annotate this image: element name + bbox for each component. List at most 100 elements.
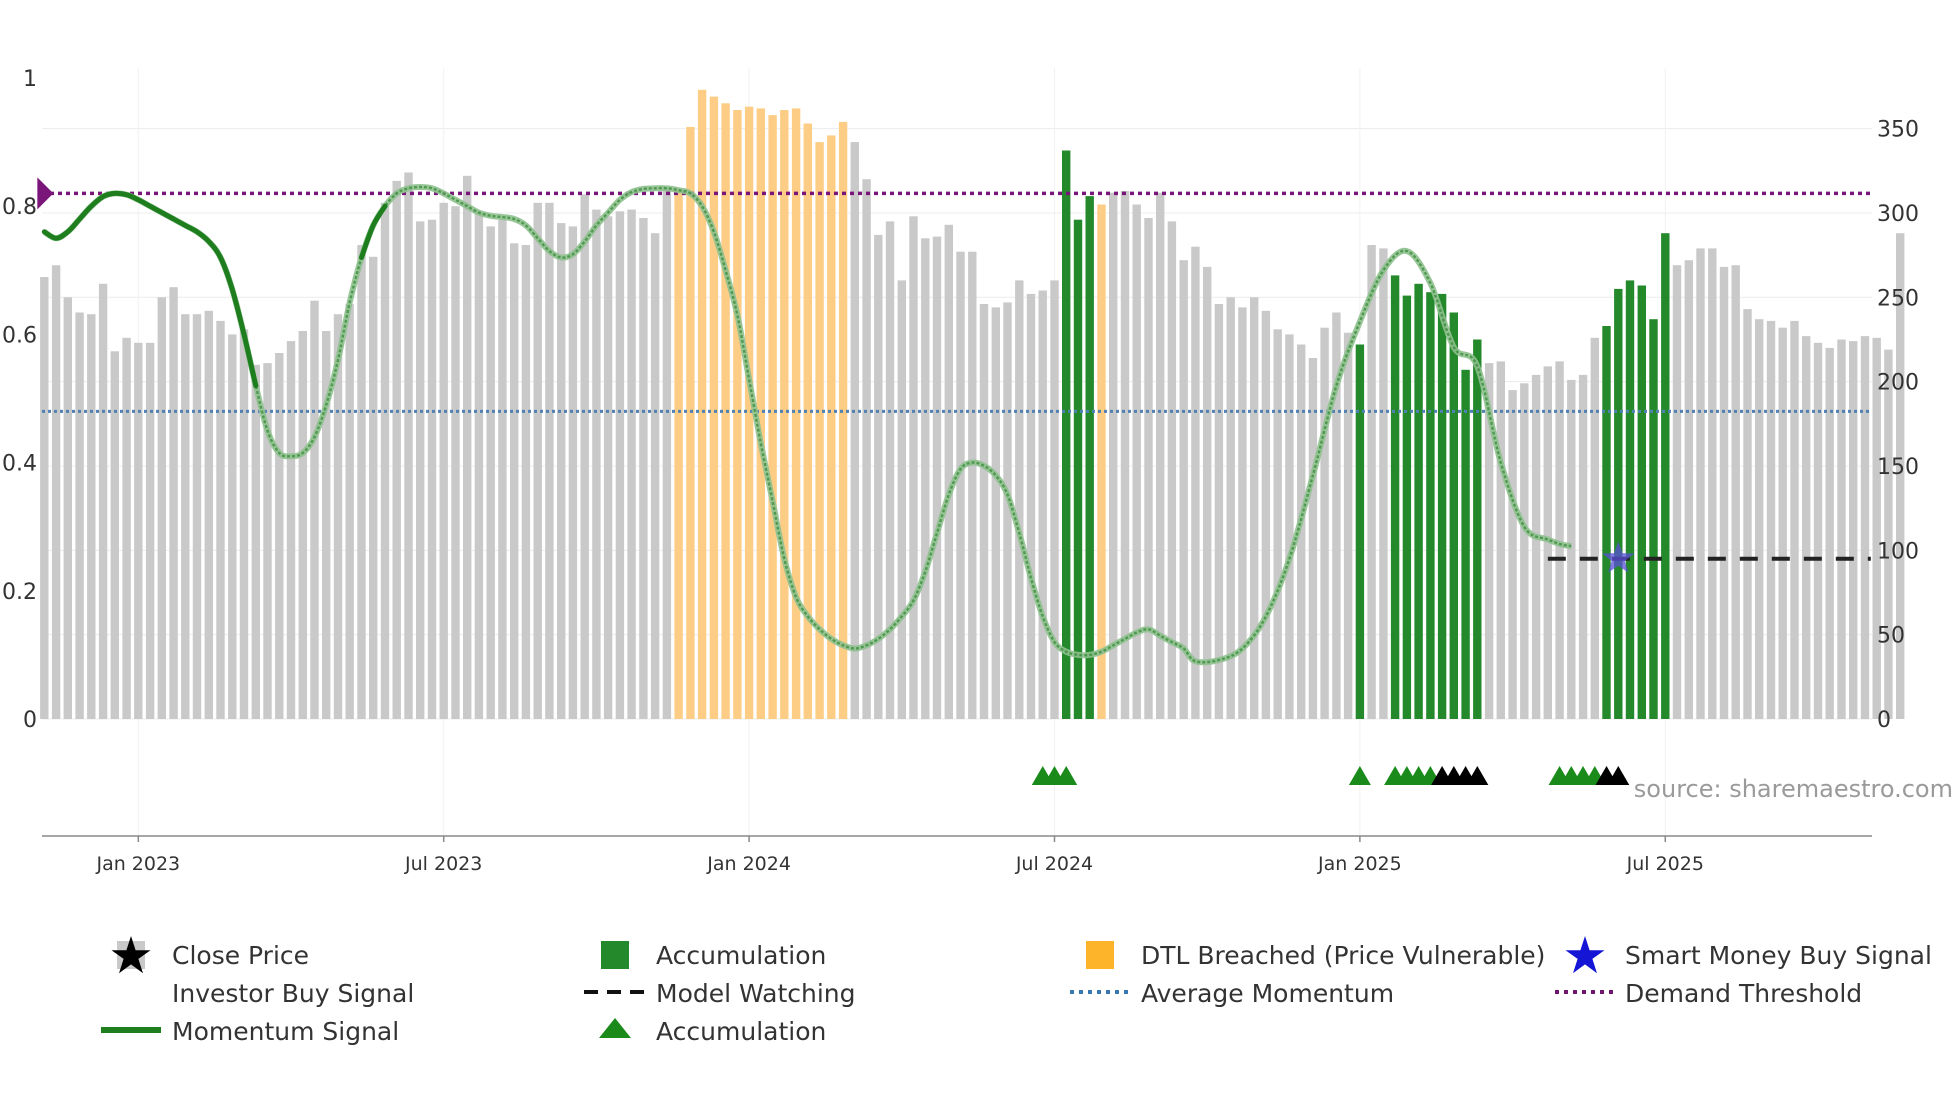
x-axis-ticks: Jan 2023 Jul 2023 Jan 2024 Jul 2024 Jan 2025… bbox=[95, 836, 1704, 875]
price-bar-neutral bbox=[298, 331, 307, 719]
price-bar-dtl bbox=[744, 106, 754, 719]
price-bar-accumulation bbox=[1614, 288, 1623, 719]
price-bar-neutral bbox=[1696, 248, 1705, 719]
price-bar-neutral bbox=[1520, 383, 1529, 719]
right-axis-tick-label: 150 bbox=[1877, 455, 1919, 480]
legend-demand-threshold-label: Demand Threshold bbox=[1625, 979, 1862, 1008]
price-bar-accumulation bbox=[1661, 233, 1670, 719]
x-axis-tick-label: Jul 2024 bbox=[1015, 853, 1093, 875]
price-bar-neutral bbox=[333, 314, 343, 719]
left-axis-tick-label: 1 bbox=[23, 67, 37, 92]
price-bar-neutral bbox=[1214, 304, 1224, 719]
price-bar-neutral bbox=[392, 180, 401, 719]
price-bar-neutral bbox=[979, 304, 989, 719]
x-axis-tick-label: Jul 2025 bbox=[1626, 853, 1704, 875]
price-bar-neutral bbox=[239, 329, 249, 719]
price-bar-neutral bbox=[968, 251, 977, 719]
legend: Close Price Investor Buy Signal Momentum… bbox=[101, 936, 1932, 1046]
x-axis-tick-label: Jul 2023 bbox=[404, 853, 482, 875]
price-bar-neutral bbox=[204, 310, 213, 719]
legend-dtl-label: DTL Breached (Price Vulnerable) bbox=[1141, 941, 1545, 970]
legend-close-price-label: Close Price bbox=[172, 941, 309, 970]
price-bar-neutral bbox=[1367, 245, 1376, 719]
price-bar-neutral bbox=[1238, 307, 1247, 719]
price-bar-neutral bbox=[921, 238, 930, 720]
price-bar-neutral bbox=[932, 236, 942, 719]
price-bar-neutral bbox=[404, 172, 413, 719]
price-bar-neutral bbox=[627, 209, 636, 719]
price-bar-neutral bbox=[603, 216, 613, 720]
left-axis-ticks: 0 0.2 0.4 0.6 0.8 1 bbox=[2, 67, 37, 733]
right-axis-tick-label: 50 bbox=[1877, 624, 1905, 649]
demand-threshold-marker bbox=[37, 177, 54, 210]
legend-dtl-swatch bbox=[1086, 941, 1114, 969]
price-bar-neutral bbox=[1332, 312, 1341, 719]
price-bar-neutral bbox=[1226, 297, 1235, 719]
price-bar-neutral bbox=[521, 245, 531, 719]
price-bar-neutral bbox=[1343, 332, 1353, 719]
price-bar-neutral bbox=[662, 187, 672, 720]
price-bar-neutral bbox=[897, 280, 906, 719]
price-bar-neutral bbox=[357, 245, 366, 719]
price-bar-accumulation bbox=[1085, 196, 1094, 720]
price-bar-neutral bbox=[1167, 221, 1177, 719]
price-bar-neutral bbox=[369, 256, 378, 719]
price-bar-neutral bbox=[1191, 246, 1200, 719]
price-bar-accumulation bbox=[1402, 295, 1412, 719]
price-bar-dtl bbox=[709, 96, 719, 720]
legend-accumulation-marker-label: Accumulation bbox=[656, 1017, 826, 1046]
price-bar-dtl bbox=[721, 103, 730, 720]
price-bar-dtl bbox=[686, 126, 695, 719]
price-bar-neutral bbox=[1003, 302, 1012, 719]
legend-accumulation-swatch bbox=[601, 941, 629, 969]
left-axis-tick-label: 0.4 bbox=[2, 452, 37, 477]
x-axis-tick-label: Jan 2024 bbox=[706, 853, 791, 875]
price-bar-neutral bbox=[1684, 260, 1693, 719]
price-bar-neutral bbox=[451, 206, 460, 719]
price-bar-neutral bbox=[557, 223, 566, 719]
price-bar-neutral bbox=[145, 342, 155, 719]
price-bar-accumulation bbox=[1073, 219, 1083, 719]
left-axis-tick-label: 0.2 bbox=[2, 580, 37, 605]
price-bar-neutral bbox=[956, 251, 965, 719]
price-bar-neutral bbox=[380, 202, 390, 720]
price-bar-neutral bbox=[1144, 218, 1153, 719]
right-axis-tick-label: 0 bbox=[1877, 708, 1891, 733]
price-bar-neutral bbox=[275, 353, 284, 719]
price-bar-neutral bbox=[1273, 329, 1282, 719]
price-bar-neutral bbox=[533, 202, 542, 720]
accumulation-triangle bbox=[1348, 766, 1371, 785]
signal-markers bbox=[37, 177, 1635, 785]
right-axis-tick-label: 200 bbox=[1877, 371, 1919, 396]
right-axis-ticks: 0 50 100 150 200 250 300 350 bbox=[1877, 118, 1919, 733]
price-bar-dtl bbox=[733, 110, 742, 719]
x-axis-tick-label: Jan 2025 bbox=[1317, 853, 1402, 875]
price-bar-neutral bbox=[1778, 327, 1787, 719]
price-bar-neutral bbox=[1050, 280, 1059, 719]
momentum-signal-line bbox=[42, 184, 1572, 666]
price-bar-neutral bbox=[75, 312, 84, 719]
price-bar-neutral bbox=[181, 314, 190, 719]
price-bar-neutral bbox=[850, 142, 859, 720]
price-bar-dtl bbox=[780, 110, 789, 719]
legend-momentum-label: Momentum Signal bbox=[172, 1017, 399, 1046]
price-bar-neutral bbox=[1860, 336, 1870, 719]
price-bar-neutral bbox=[427, 219, 437, 719]
legend-investor-buy-star-icon bbox=[111, 936, 151, 974]
smart-money-star bbox=[1602, 541, 1635, 573]
price-bar-neutral bbox=[286, 341, 296, 719]
price-bar-neutral bbox=[1672, 265, 1682, 719]
price-bar-neutral bbox=[98, 283, 108, 719]
price-bar-neutral bbox=[134, 342, 143, 719]
legend-average-momentum-label: Average Momentum bbox=[1141, 979, 1394, 1008]
price-bar-neutral bbox=[463, 175, 472, 720]
price-bar-dtl bbox=[1097, 204, 1106, 719]
price-bar-neutral bbox=[1896, 233, 1905, 719]
investor-buy-triangle bbox=[1607, 766, 1630, 785]
price-bar-neutral bbox=[1496, 361, 1505, 719]
price-bar-neutral bbox=[1872, 337, 1881, 719]
price-bar-dtl bbox=[803, 123, 812, 719]
left-axis-tick-label: 0 bbox=[23, 708, 37, 733]
price-bar-neutral bbox=[157, 297, 166, 719]
